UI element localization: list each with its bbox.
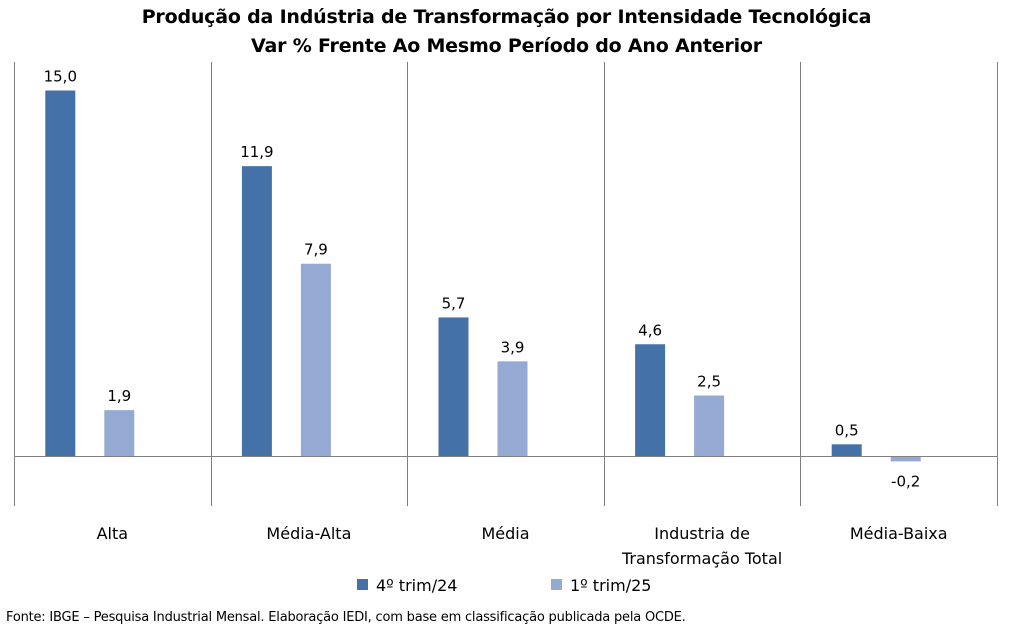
data-label: 7,9 (304, 241, 328, 259)
bar (890, 456, 921, 462)
category-label: Média (481, 524, 529, 543)
bar (300, 263, 331, 457)
bar (831, 444, 862, 457)
category-label: Industria de (654, 524, 750, 543)
data-label: 2,5 (697, 373, 721, 391)
data-label: -0,2 (891, 472, 920, 490)
bar (694, 395, 725, 457)
chart-title: Produção da Indústria de Transformação p… (141, 6, 872, 28)
bar (635, 344, 666, 457)
data-label: 4,6 (638, 321, 662, 339)
data-label: 1,9 (107, 387, 131, 405)
data-label: 15,0 (44, 68, 77, 86)
bar (104, 410, 135, 457)
bar (45, 90, 76, 457)
bar-chart: 15,0 11,9 5,7 4,6 0,5 1,9 7,9 3,9 2,5 -0,2 Alta Méd… (14, 62, 998, 595)
category-label: Média-Baixa (850, 524, 948, 543)
data-label: 3,9 (501, 338, 525, 356)
legend-swatch (357, 579, 368, 590)
bar (438, 317, 469, 457)
category-label: Transformação Total (621, 549, 782, 568)
legend-label: 4º trim/24 (376, 576, 457, 595)
data-label: 5,7 (442, 294, 466, 312)
chart-subtitle: Var % Frente Ao Mesmo Período do Ano Ant… (251, 35, 762, 57)
bar (497, 361, 528, 457)
legend-label: 1º trim/25 (570, 576, 651, 595)
category-label: Alta (97, 524, 128, 543)
category-label: Média-Alta (266, 524, 351, 543)
data-label: 0,5 (835, 421, 859, 439)
legend-swatch (551, 579, 562, 590)
bar (241, 166, 272, 457)
source-footnote: Fonte: IBGE – Pesquisa Industrial Mensal… (6, 610, 686, 625)
data-label: 11,9 (240, 143, 273, 161)
